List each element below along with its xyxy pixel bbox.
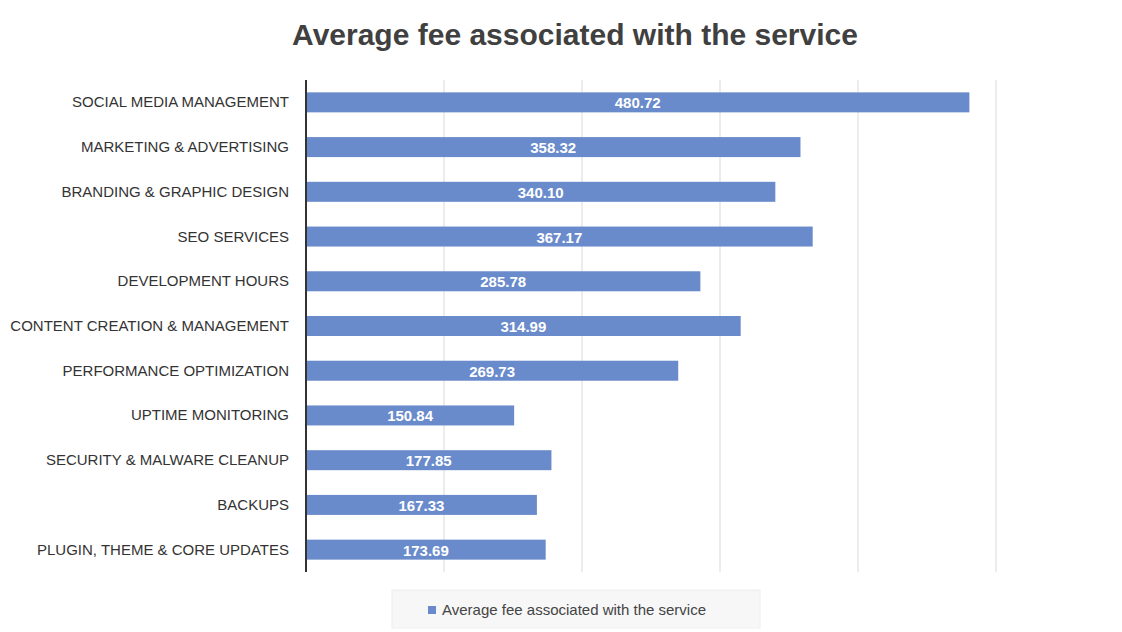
category-axis-line [305,80,307,572]
legend-swatch [428,606,436,614]
bar [306,405,514,425]
data-label: 314.99 [500,318,546,335]
data-label: 367.17 [536,229,582,246]
bar [306,540,546,560]
category-label: BACKUPS [217,496,289,513]
data-label: 285.78 [480,273,526,290]
grid-line [996,80,997,572]
chart-container: Average fee associated with the service 4… [0,0,1122,632]
grid-line [858,80,859,572]
data-label: 150.84 [387,407,434,424]
category-label: BRANDING & GRAPHIC DESIGN [61,183,289,200]
chart-title: Average fee associated with the service [292,18,858,51]
bar [306,227,813,247]
category-labels: SOCIAL MEDIA MANAGEMENT MARKETING & ADVER… [10,93,289,557]
category-label: UPTIME MONITORING [131,406,289,423]
category-label: SECURITY & MALWARE CLEANUP [46,451,289,468]
data-labels: 480.72 358.32 340.10 367.17 285.78 314.99 269.… [387,94,661,558]
bar [306,92,969,112]
bar [306,316,741,336]
bar [306,450,551,470]
category-label: CONTENT CREATION & MANAGEMENT [10,317,289,334]
legend-label: Average fee associated with the service [442,601,706,618]
chart-svg: Average fee associated with the service 4… [0,0,1122,632]
category-label: MARKETING & ADVERTISING [81,138,289,155]
bar [306,137,800,157]
bar [306,495,537,515]
bars [306,92,969,559]
legend-box [392,590,760,628]
category-label: SEO SERVICES [178,228,289,245]
value-axis-line [306,572,996,573]
category-label: SOCIAL MEDIA MANAGEMENT [72,93,289,110]
data-label: 340.10 [518,184,564,201]
bar [306,361,678,381]
bar [306,271,700,291]
data-label: 480.72 [615,94,661,111]
bar [306,182,775,202]
legend: Average fee associated with the service [392,590,760,628]
data-label: 173.69 [403,542,449,559]
grid-line [306,80,307,572]
data-label: 177.85 [406,452,452,469]
category-label: DEVELOPMENT HOURS [118,272,289,289]
data-label: 358.32 [530,139,576,156]
category-label: PLUGIN, THEME & CORE UPDATES [37,541,289,558]
category-label: PERFORMANCE OPTIMIZATION [63,362,289,379]
data-label: 167.33 [399,497,445,514]
data-label: 269.73 [469,363,515,380]
